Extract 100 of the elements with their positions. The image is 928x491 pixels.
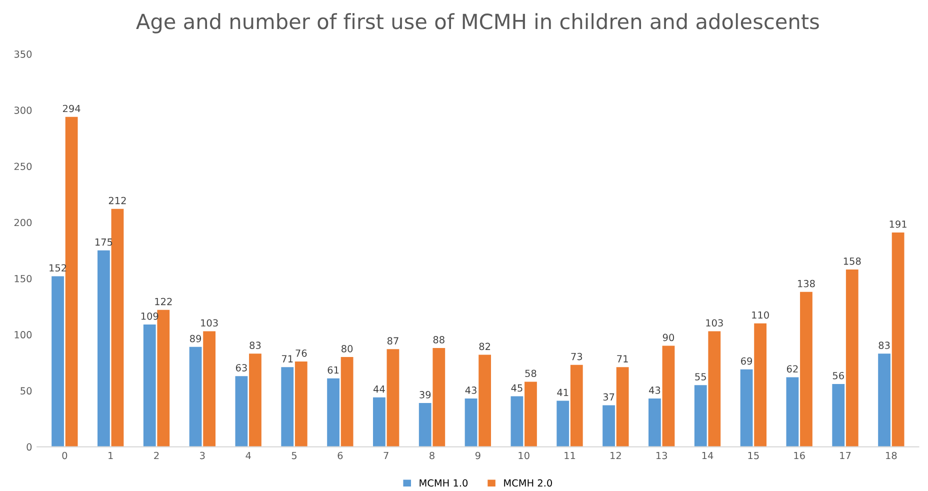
bar xyxy=(203,331,216,447)
y-tick-label: 0 xyxy=(26,443,32,451)
data-label: 43 xyxy=(648,386,660,394)
x-tick-label: 12 xyxy=(610,452,621,460)
bar xyxy=(662,346,675,447)
bar xyxy=(52,276,64,447)
bar xyxy=(510,396,524,447)
data-label: 191 xyxy=(890,220,906,228)
y-tick-label: 350 xyxy=(14,50,32,58)
y-tick-label: 50 xyxy=(20,387,32,395)
data-label: 212 xyxy=(108,196,126,204)
bar xyxy=(235,376,248,447)
x-tick-label: 17 xyxy=(840,452,851,460)
data-label: 103 xyxy=(706,319,723,327)
y-tick-label: 200 xyxy=(14,218,32,226)
bar xyxy=(373,397,386,447)
data-label: 63 xyxy=(236,364,247,372)
bar xyxy=(740,369,753,447)
x-tick-label: 2 xyxy=(154,452,159,460)
data-label: 71 xyxy=(617,355,628,362)
bar xyxy=(65,116,78,447)
bar xyxy=(800,292,812,447)
data-label: 82 xyxy=(479,342,490,350)
data-label: 73 xyxy=(571,352,582,360)
bar xyxy=(189,346,202,447)
data-label: 80 xyxy=(342,345,353,352)
bar xyxy=(570,364,583,447)
y-tick-label: 300 xyxy=(14,106,32,114)
bar xyxy=(648,398,661,447)
bar xyxy=(556,400,570,447)
data-label: 138 xyxy=(798,280,815,288)
data-label: 71 xyxy=(282,355,293,362)
bar xyxy=(754,323,767,447)
bar xyxy=(111,208,124,447)
bar xyxy=(98,250,110,447)
x-tick-label: 18 xyxy=(886,452,897,460)
bar xyxy=(294,362,308,447)
bar xyxy=(464,398,478,447)
bar xyxy=(832,384,845,447)
x-tick-label: 0 xyxy=(62,452,68,460)
x-tick-label: 10 xyxy=(518,452,530,460)
x-tick-label: 11 xyxy=(564,452,576,460)
x-tick-label: 1 xyxy=(108,452,113,460)
data-label: 158 xyxy=(844,257,861,265)
data-label: 45 xyxy=(511,384,522,392)
data-label: 76 xyxy=(296,350,307,357)
data-label: 103 xyxy=(201,319,218,327)
data-label: 88 xyxy=(433,336,444,344)
data-label: 56 xyxy=(832,372,844,380)
bar xyxy=(281,367,294,447)
x-tick-label: 14 xyxy=(702,452,714,460)
bar xyxy=(708,331,721,447)
x-tick-label: 15 xyxy=(748,452,759,460)
x-tick-label: 4 xyxy=(246,452,251,460)
bar xyxy=(418,403,432,447)
bar xyxy=(340,357,354,447)
bar xyxy=(694,385,707,447)
bar xyxy=(143,324,156,447)
bar xyxy=(892,232,904,447)
y-tick-label: 250 xyxy=(14,162,32,170)
data-label: 41 xyxy=(557,388,568,396)
data-label: 89 xyxy=(190,334,202,342)
data-label: 39 xyxy=(420,391,431,398)
data-label: 55 xyxy=(695,373,706,380)
bar xyxy=(157,310,170,447)
bar xyxy=(846,269,858,447)
data-label: 62 xyxy=(786,365,798,373)
bar xyxy=(602,405,615,447)
bar xyxy=(327,378,340,447)
x-tick-label: 16 xyxy=(794,452,805,460)
bar xyxy=(786,377,799,447)
bar xyxy=(524,382,537,447)
chart-title: Age and number of first use of MCMH in children and adolescents xyxy=(136,13,819,34)
data-label: 87 xyxy=(387,337,398,345)
x-tick-label: 6 xyxy=(338,452,343,460)
y-tick-label: 100 xyxy=(14,331,32,338)
bar xyxy=(478,354,492,447)
bar xyxy=(432,348,446,447)
data-label: 58 xyxy=(525,370,536,378)
data-label: 294 xyxy=(62,104,80,112)
data-label: 69 xyxy=(741,357,752,365)
data-label: 44 xyxy=(373,386,385,393)
x-tick-label: 13 xyxy=(656,452,667,460)
bar xyxy=(249,354,262,447)
data-label: 83 xyxy=(878,342,890,349)
legend-label: MCMH 1.0 xyxy=(420,479,468,487)
data-label: 37 xyxy=(603,393,614,401)
data-label: 90 xyxy=(662,334,674,342)
data-label: 83 xyxy=(250,342,261,349)
x-tick-label: 5 xyxy=(292,452,296,460)
bar xyxy=(878,354,890,447)
bar xyxy=(386,349,400,447)
bar xyxy=(616,367,629,447)
x-tick-label: 8 xyxy=(430,452,434,460)
x-tick-label: 3 xyxy=(200,452,205,460)
data-label: 110 xyxy=(752,311,769,319)
data-label: 61 xyxy=(328,366,339,374)
y-tick-label: 150 xyxy=(14,274,32,282)
data-label: 122 xyxy=(155,298,172,306)
legend-label: MCMH 2.0 xyxy=(504,479,552,487)
